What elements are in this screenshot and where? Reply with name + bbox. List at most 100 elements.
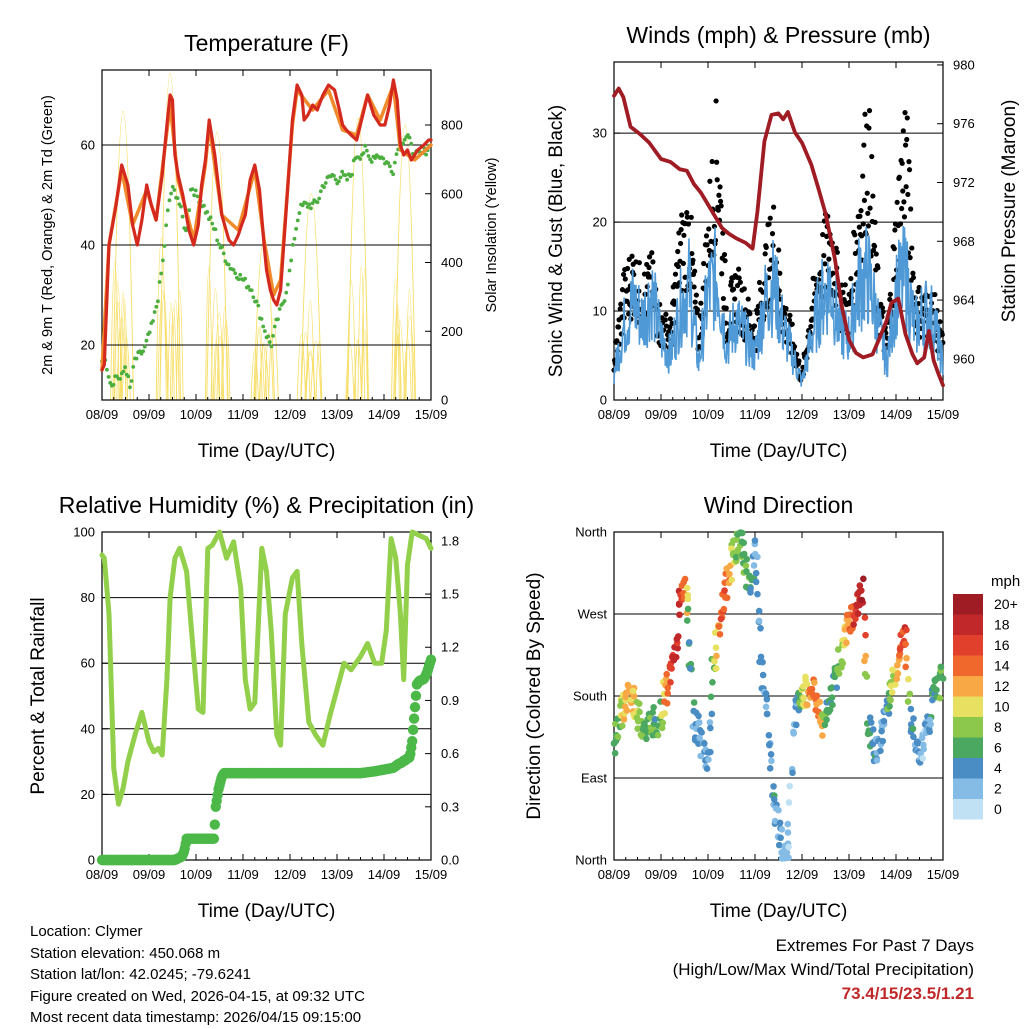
gust-point: [901, 214, 908, 220]
direction-point: [713, 665, 720, 672]
chart-title: Wind Direction: [704, 492, 854, 518]
rainfall-point: [409, 701, 421, 713]
direction-point: [630, 692, 638, 700]
direction-point: [635, 700, 643, 707]
direction-point: [747, 589, 754, 596]
dewpoint-point: [223, 259, 228, 264]
insolation-peak: [347, 117, 369, 401]
dewpoint-point: [287, 268, 292, 273]
gust-point: [910, 270, 916, 276]
colorbar: mph 20+ 18 16 14 12 10 8 6 4 2 0: [953, 573, 1020, 820]
direction-point: [690, 699, 698, 706]
dewpoint-point: [106, 374, 111, 379]
dewpoint-point: [216, 242, 221, 247]
direction-point: [664, 690, 671, 697]
direction-point: [803, 680, 811, 688]
gust-point: [692, 299, 698, 305]
gust-point: [649, 250, 655, 256]
direction-point: [823, 716, 830, 724]
gust-point: [667, 316, 674, 322]
y-tick-label: 20: [81, 338, 95, 353]
gust-point: [879, 305, 886, 311]
direction-point: [784, 820, 792, 828]
gust-point: [830, 270, 836, 276]
insolation-spike: [250, 349, 259, 401]
direction-point: [614, 733, 622, 741]
x-tick-label: 10/09: [692, 867, 725, 882]
colorbar-swatch: [953, 799, 983, 820]
dewpoint-point: [381, 156, 386, 161]
direction-point: [706, 719, 714, 726]
direction-point: [813, 692, 821, 700]
direction-point: [869, 726, 877, 733]
direction-point: [896, 645, 904, 653]
direction-point: [811, 679, 818, 686]
gust-point: [908, 206, 914, 212]
direction-point: [803, 701, 811, 708]
dewpoint-point: [317, 196, 322, 201]
gust-point: [937, 319, 943, 325]
dewpoint-point: [179, 204, 183, 209]
gust-point: [901, 199, 907, 205]
colorbar-label: 0: [994, 801, 1002, 817]
gust-point: [662, 317, 668, 323]
gust-point: [902, 142, 909, 148]
gust-point: [826, 256, 832, 262]
dewpoint-point: [285, 282, 290, 287]
dewpoint-point: [259, 317, 264, 321]
direction-point: [726, 570, 733, 578]
dewpoint-point: [205, 209, 210, 214]
latest-timestamp: Most recent data timestamp: 2026/04/15 0…: [30, 1009, 362, 1026]
gust-point: [714, 177, 720, 183]
gust-point: [852, 250, 858, 257]
gust-point: [899, 160, 905, 166]
direction-point: [775, 806, 782, 814]
dewpoint-point: [332, 173, 336, 178]
dewpoint-point: [424, 152, 428, 157]
direction-point: [902, 640, 909, 648]
gust-point: [745, 296, 751, 302]
direction-point: [676, 611, 683, 619]
y2-tick-label: 960: [953, 351, 975, 366]
dewpoint-point: [266, 334, 271, 339]
gust-point: [624, 265, 631, 272]
direction-point: [701, 740, 708, 747]
gust-point: [663, 311, 669, 317]
direction-point: [903, 654, 910, 662]
gust-point: [704, 242, 710, 248]
rainfall-point: [425, 654, 437, 665]
gust-point: [834, 249, 840, 255]
insolation-spike: [175, 290, 184, 401]
insolation-spike: [114, 280, 122, 401]
gust-point: [897, 221, 904, 227]
gust-point: [741, 286, 747, 292]
dewpoint-point: [159, 271, 164, 276]
gust-point: [716, 192, 722, 198]
dewpoint-point: [123, 365, 127, 370]
direction-point: [705, 756, 712, 763]
gust-point: [672, 271, 679, 277]
direction-point: [752, 569, 760, 577]
x-axis-label: Time (Day/UTC): [710, 441, 848, 462]
insolation-spike: [169, 307, 178, 401]
rainfall-point: [410, 690, 422, 702]
dewpoint-point: [226, 262, 231, 267]
direction-point: [763, 695, 771, 703]
x-axis-label: Time (Day/UTC): [710, 901, 848, 922]
gust-point: [736, 275, 742, 281]
direction-point: [707, 724, 714, 732]
x-tick-label: 08/09: [86, 407, 119, 422]
gust-point: [717, 184, 723, 190]
direction-point: [839, 660, 847, 667]
gust-point: [737, 279, 743, 285]
direction-point: [873, 757, 881, 764]
x-tick-label: 10/09: [180, 867, 213, 882]
insolation-spike: [405, 289, 414, 401]
gust-point: [677, 240, 684, 247]
direction-point: [754, 553, 761, 561]
gust-point: [732, 296, 738, 302]
x-tick-label: 12/09: [786, 867, 819, 882]
y2-tick-label: 964: [953, 293, 975, 308]
dewpoint-point: [131, 364, 136, 369]
dewpoint-point: [175, 196, 180, 201]
